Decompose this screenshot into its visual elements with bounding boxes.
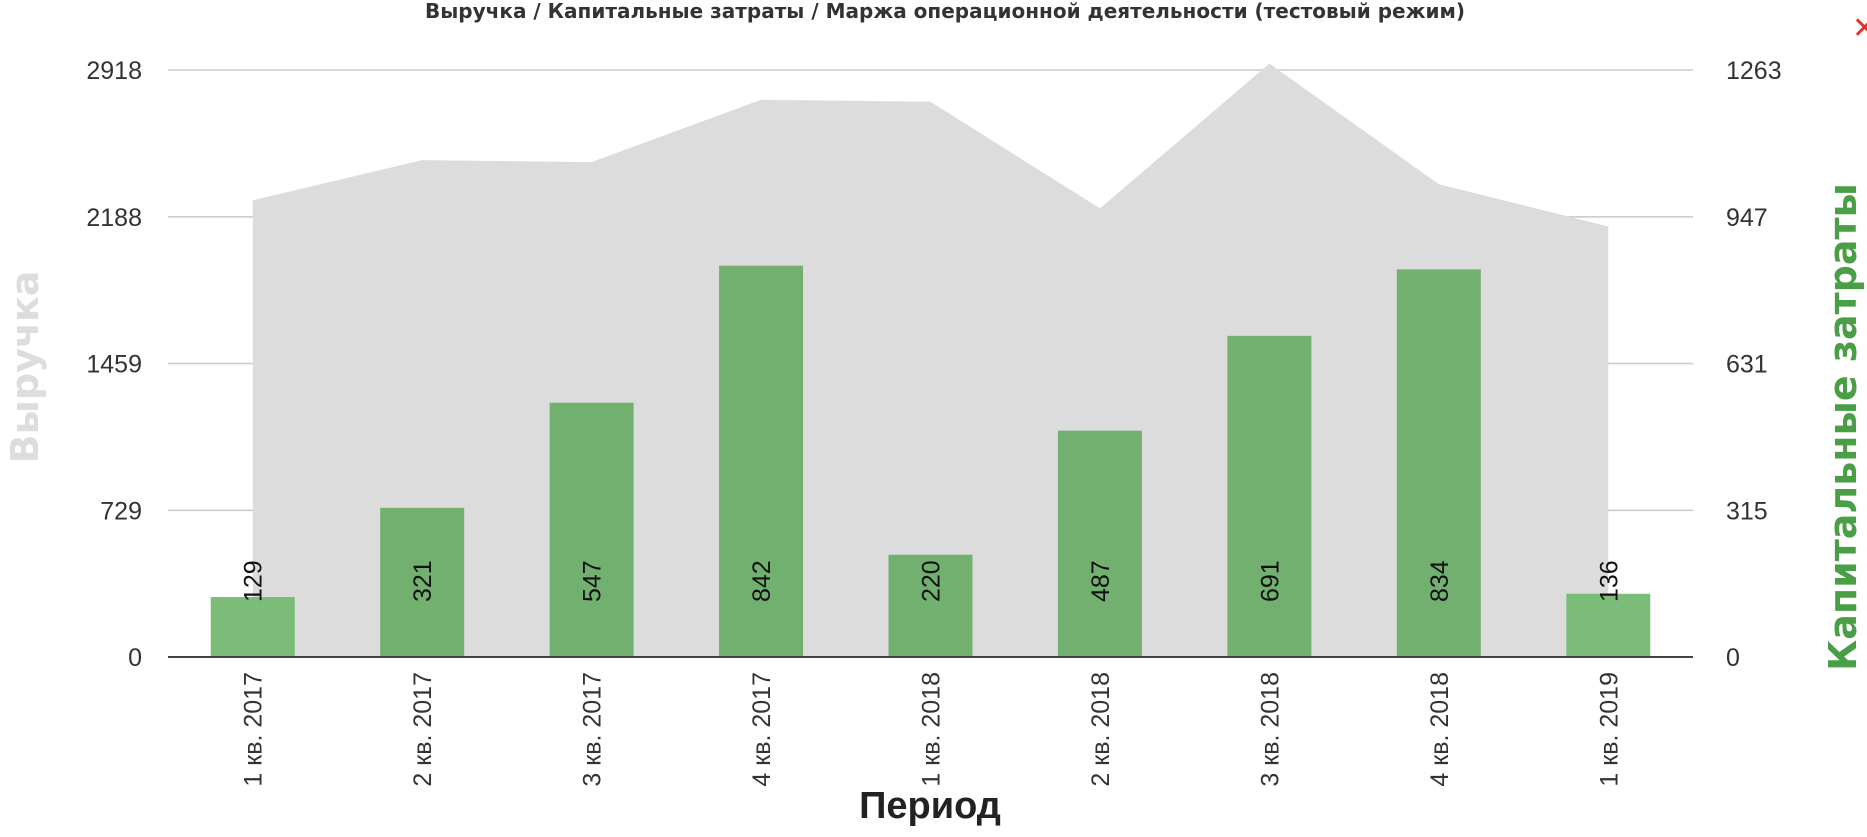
- chart-title: Выручка / Капитальные затраты / Маржа оп…: [425, 0, 1465, 23]
- bar-data-label: 834: [1426, 560, 1454, 602]
- left-tick-label: 1459: [86, 351, 142, 379]
- x-axis-title: Период: [859, 785, 1001, 827]
- left-axis-ticks: 0 729 1459 2188 2918: [86, 57, 142, 672]
- bar-data-label: 129: [240, 560, 268, 602]
- x-tick-label: 1 кв. 2019: [1595, 672, 1623, 787]
- bar-data-label: 321: [409, 560, 437, 602]
- capex-bar: [210, 597, 295, 657]
- left-tick-label: 0: [128, 644, 142, 672]
- left-tick-label: 729: [100, 497, 142, 525]
- capex-bar: [549, 402, 634, 657]
- capex-bar: [1566, 593, 1651, 657]
- right-tick-label: 315: [1726, 498, 1768, 526]
- x-tick-label: 4 кв. 2017: [748, 672, 776, 787]
- bar-data-label: 220: [918, 560, 946, 602]
- capex-bar: [719, 265, 804, 657]
- x-tick-label: 2 кв. 2018: [1087, 672, 1115, 787]
- x-tick-label: 1 кв. 2017: [240, 672, 268, 787]
- capex-bar: [1396, 269, 1481, 657]
- bar-data-label: 842: [748, 560, 776, 602]
- close-icon[interactable]: ✕: [1852, 11, 1867, 46]
- bar-data-label: 691: [1256, 560, 1284, 602]
- bar-data-labels: 129 321 547 842 220 487 691 834 136: [240, 560, 1624, 602]
- right-tick-label: 947: [1726, 204, 1768, 232]
- capex-bar: [1227, 335, 1312, 657]
- bar-data-label: 136: [1595, 560, 1623, 602]
- y-axis-right-title: Капитальные затраты: [1821, 183, 1865, 671]
- bar-data-label: 547: [579, 560, 607, 602]
- left-tick-label: 2918: [86, 57, 142, 85]
- capex-bar: [888, 554, 973, 657]
- right-tick-label: 1263: [1726, 57, 1782, 85]
- left-tick-label: 2188: [86, 204, 142, 232]
- x-tick-label: 1 кв. 2018: [918, 672, 946, 787]
- capex-bar: [380, 507, 465, 657]
- x-tick-label: 3 кв. 2018: [1256, 672, 1284, 787]
- y-axis-left-title: Выручка: [3, 271, 47, 464]
- bar-data-label: 487: [1087, 560, 1115, 602]
- x-tick-label: 4 кв. 2018: [1426, 672, 1454, 787]
- right-tick-label: 0: [1726, 644, 1740, 672]
- capex-bars: [210, 265, 1651, 657]
- right-axis-ticks: 0 315 631 947 1263: [1726, 57, 1782, 672]
- capex-bar: [1057, 430, 1142, 657]
- right-tick-label: 631: [1726, 351, 1768, 379]
- x-tick-label: 3 кв. 2017: [579, 672, 607, 787]
- x-axis-ticks: 1 кв. 2017 2 кв. 2017 3 кв. 2017 4 кв. 2017…: [240, 672, 1624, 787]
- x-tick-label: 2 кв. 2017: [409, 672, 437, 787]
